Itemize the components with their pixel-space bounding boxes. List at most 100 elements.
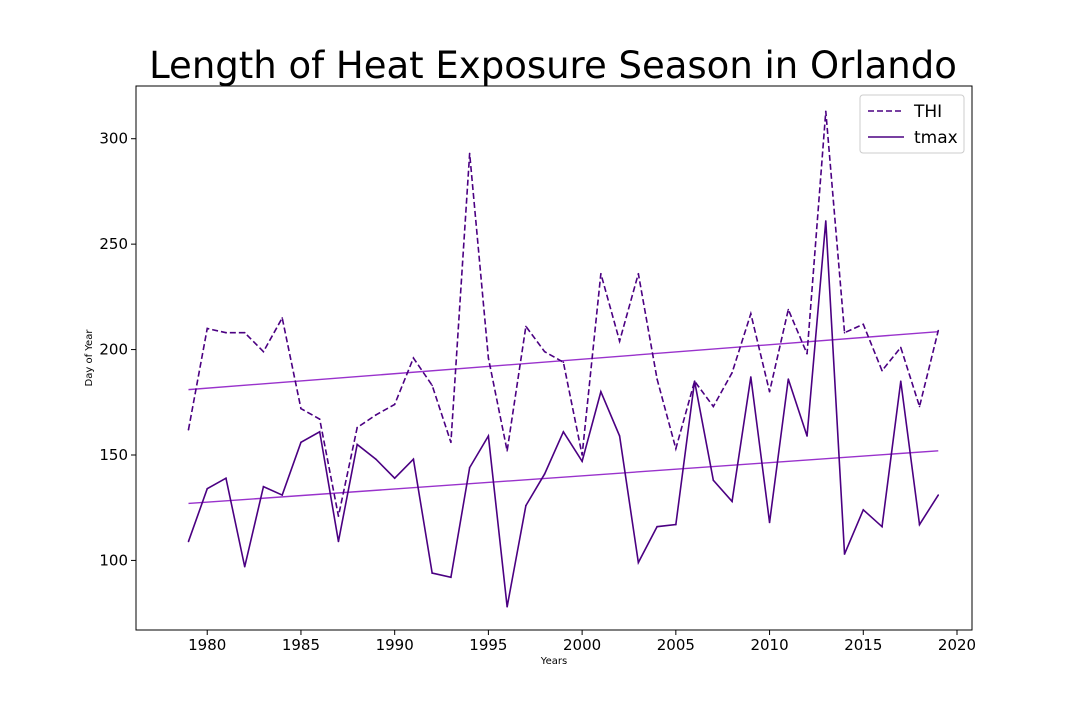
data-point-thi xyxy=(206,327,209,330)
data-point-thi xyxy=(937,329,940,332)
x-tick-label: 2010 xyxy=(750,636,788,654)
data-point-tmax xyxy=(393,477,396,479)
data-point-tmax xyxy=(768,521,771,524)
data-point-thi xyxy=(356,426,358,429)
data-point-tmax xyxy=(806,435,808,437)
data-point-thi xyxy=(300,407,302,410)
data-point-thi xyxy=(412,357,415,359)
data-point-thi xyxy=(187,428,190,431)
x-tick-label: 1995 xyxy=(469,636,507,654)
legend-label-thi: THI xyxy=(913,102,942,122)
data-point-tmax xyxy=(750,376,752,378)
data-point-tmax xyxy=(600,390,602,393)
data-point-thi xyxy=(656,378,658,380)
data-point-thi xyxy=(318,418,321,420)
data-point-thi xyxy=(806,352,808,355)
chart-title: Length of Heat Exposure Season in Orland… xyxy=(149,44,957,87)
data-point-tmax xyxy=(843,553,846,555)
data-point-tmax xyxy=(731,500,733,503)
y-tick-label: 200 xyxy=(99,341,128,359)
data-point-thi xyxy=(468,152,471,155)
trendline-tmax xyxy=(188,450,939,505)
x-tick-label: 1990 xyxy=(376,636,414,654)
data-point-thi xyxy=(862,323,865,326)
data-point-tmax xyxy=(824,220,827,222)
data-point-thi xyxy=(600,272,602,275)
data-point-tmax xyxy=(712,479,715,482)
x-tick-label: 2015 xyxy=(844,636,882,654)
data-point-tmax xyxy=(300,441,302,444)
data-point-tmax xyxy=(693,380,696,382)
data-point-thi xyxy=(712,405,715,408)
data-point-tmax xyxy=(356,443,358,446)
data-point-tmax xyxy=(412,458,415,461)
data-point-thi xyxy=(731,371,733,374)
legend: THI tmax xyxy=(859,94,965,154)
data-point-tmax xyxy=(375,458,377,461)
data-point-thi xyxy=(543,350,546,353)
x-tick-label: 2000 xyxy=(563,636,601,654)
data-point-tmax xyxy=(431,572,433,574)
legend-label-tmax: tmax xyxy=(914,128,958,148)
data-point-thi xyxy=(262,350,265,353)
data-point-tmax xyxy=(862,509,865,511)
data-point-tmax xyxy=(506,606,508,608)
data-point-thi xyxy=(525,325,527,328)
data-point-thi xyxy=(824,110,827,113)
data-point-tmax xyxy=(468,466,471,469)
data-point-thi xyxy=(243,331,246,334)
data-point-tmax xyxy=(318,430,321,433)
y-axis: 100 150 200 250 300 xyxy=(99,130,136,569)
data-point-thi xyxy=(618,340,621,342)
data-point-thi xyxy=(375,414,377,416)
data-point-tmax xyxy=(918,523,921,526)
data-point-thi xyxy=(431,384,433,387)
data-point-tmax xyxy=(637,561,640,564)
data-point-thi xyxy=(506,449,508,452)
x-tick-label: 2020 xyxy=(938,636,976,654)
series-line-tmax xyxy=(187,220,939,607)
data-point-thi xyxy=(768,390,771,393)
trendline-thi xyxy=(188,330,939,391)
data-point-thi xyxy=(918,405,921,408)
data-point-thi xyxy=(450,441,452,444)
plot-area-frame xyxy=(135,85,973,631)
data-point-thi xyxy=(675,447,677,450)
data-point-tmax xyxy=(881,525,883,528)
data-point-tmax xyxy=(543,473,546,475)
y-axis-label: Day of Year xyxy=(84,329,95,387)
data-point-thi xyxy=(337,515,340,517)
legend-box xyxy=(859,94,965,154)
data-point-tmax xyxy=(618,435,621,437)
data-point-thi xyxy=(843,331,846,334)
y-tick-label: 150 xyxy=(99,446,128,464)
data-point-thi xyxy=(637,272,640,275)
data-point-tmax xyxy=(450,576,452,579)
data-point-tmax xyxy=(937,494,940,496)
data-point-tmax xyxy=(525,504,527,507)
data-point-tmax xyxy=(206,487,209,490)
x-tick-label: 2005 xyxy=(657,636,695,654)
y-tick-label: 250 xyxy=(99,235,128,253)
data-point-thi xyxy=(899,346,902,349)
data-point-thi xyxy=(562,361,565,364)
data-point-tmax xyxy=(243,565,246,568)
data-point-tmax xyxy=(562,430,565,433)
data-point-tmax xyxy=(262,485,265,488)
data-point-tmax xyxy=(225,477,227,479)
data-point-tmax xyxy=(787,378,790,380)
y-tick-label: 100 xyxy=(99,551,128,569)
data-point-tmax xyxy=(337,540,340,543)
data-point-tmax xyxy=(899,380,902,382)
x-tick-label: 1980 xyxy=(188,636,226,654)
data-point-thi xyxy=(881,369,883,372)
x-axis: 1980 1985 1990 1995 2000 2005 2010 2015 2020 xyxy=(188,630,976,654)
data-point-thi xyxy=(750,312,752,315)
data-point-tmax xyxy=(675,523,677,526)
trendline-layer xyxy=(188,330,939,505)
x-tick-label: 1985 xyxy=(282,636,320,654)
data-point-thi xyxy=(393,403,396,406)
x-axis-label: Years xyxy=(540,656,567,667)
data-point-tmax xyxy=(581,460,583,463)
